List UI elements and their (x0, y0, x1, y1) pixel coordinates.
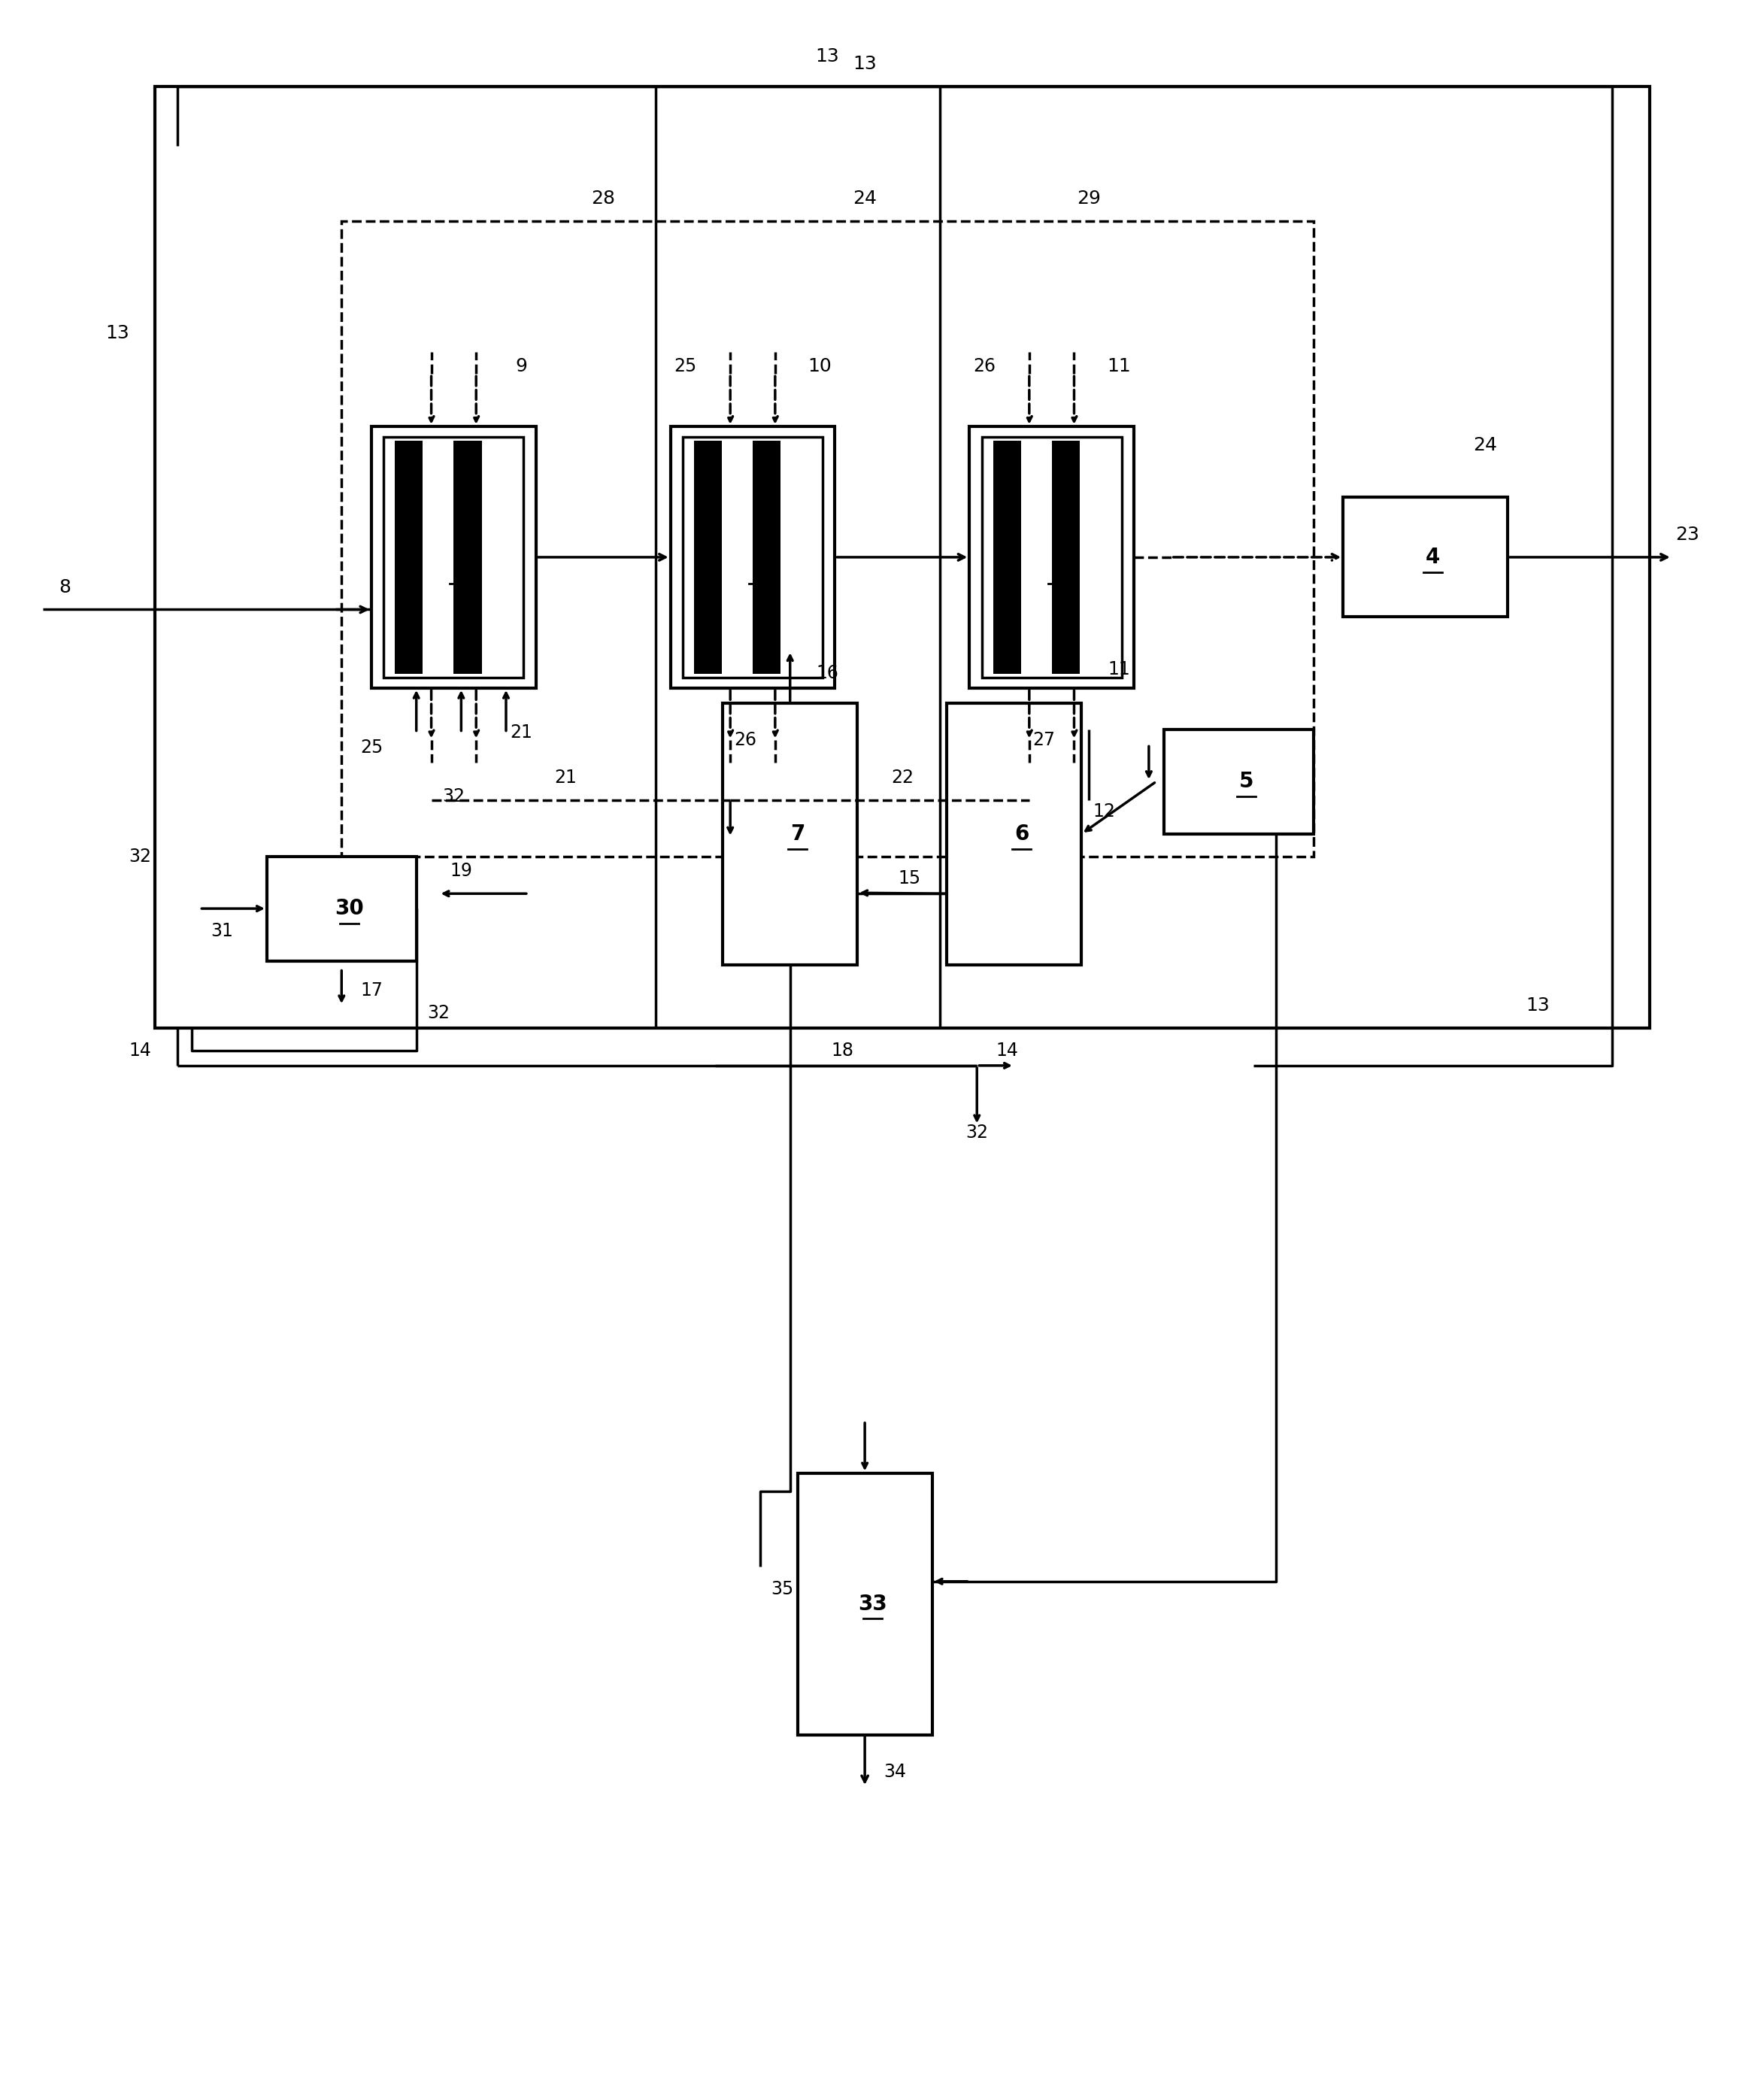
Text: 32: 32 (427, 1004, 450, 1023)
Text: 2: 2 (753, 558, 767, 578)
Text: 12: 12 (1092, 803, 1115, 820)
Bar (693, 440, 721, 673)
Bar (453, 440, 482, 673)
Text: 14: 14 (129, 1042, 152, 1061)
Text: 24: 24 (1473, 436, 1498, 455)
Text: 9: 9 (515, 358, 527, 375)
Bar (753, 440, 781, 673)
Bar (947, 702, 1081, 964)
Text: 29: 29 (1078, 189, 1101, 208)
Text: 14: 14 (995, 1042, 1018, 1061)
Bar (1164, 729, 1312, 834)
Bar (970, 425, 1134, 687)
Text: 31: 31 (210, 922, 233, 939)
Text: 1: 1 (453, 558, 469, 578)
Text: 23: 23 (1676, 526, 1699, 543)
Text: 10: 10 (808, 358, 833, 375)
Bar (993, 440, 1021, 673)
Bar (1342, 497, 1508, 616)
Text: 32: 32 (443, 788, 466, 805)
Text: 26: 26 (734, 732, 757, 750)
Bar (723, 702, 857, 964)
Text: 19: 19 (450, 861, 473, 880)
Text: 28: 28 (591, 189, 616, 208)
Text: 35: 35 (771, 1580, 794, 1597)
Text: 25: 25 (360, 738, 383, 757)
Text: 17: 17 (360, 981, 383, 1000)
Text: 6: 6 (1014, 824, 1028, 845)
Bar (1051, 440, 1080, 673)
Text: 16: 16 (817, 664, 838, 681)
Text: 11: 11 (1108, 660, 1131, 679)
Text: 13: 13 (852, 54, 877, 73)
Text: 26: 26 (974, 358, 995, 375)
Text: 25: 25 (674, 358, 697, 375)
Bar (395, 440, 423, 673)
Text: 24: 24 (852, 189, 877, 208)
Bar (683, 436, 822, 677)
Text: 15: 15 (898, 870, 921, 889)
Text: 27: 27 (1034, 732, 1055, 750)
Text: 7: 7 (790, 824, 804, 845)
Text: 30: 30 (335, 897, 363, 920)
Text: 13: 13 (106, 325, 129, 342)
Bar (670, 425, 834, 687)
Bar (385, 436, 524, 677)
Bar (797, 1473, 931, 1735)
Bar (372, 425, 536, 687)
Text: 22: 22 (891, 769, 914, 786)
Text: 18: 18 (831, 1042, 854, 1061)
Text: 33: 33 (857, 1593, 887, 1614)
Text: 32: 32 (965, 1123, 988, 1142)
Text: 21: 21 (554, 769, 577, 786)
Text: 5: 5 (1238, 771, 1254, 792)
Text: 8: 8 (58, 578, 71, 595)
Text: 3: 3 (1051, 558, 1067, 578)
Text: 32: 32 (129, 847, 152, 866)
Bar (983, 436, 1122, 677)
Text: 4: 4 (1425, 547, 1439, 568)
Text: 13: 13 (815, 48, 840, 65)
Text: 21: 21 (510, 723, 533, 742)
Text: 11: 11 (1108, 358, 1131, 375)
Text: 13: 13 (1526, 998, 1549, 1014)
Text: 34: 34 (884, 1763, 907, 1782)
Bar (266, 857, 416, 960)
